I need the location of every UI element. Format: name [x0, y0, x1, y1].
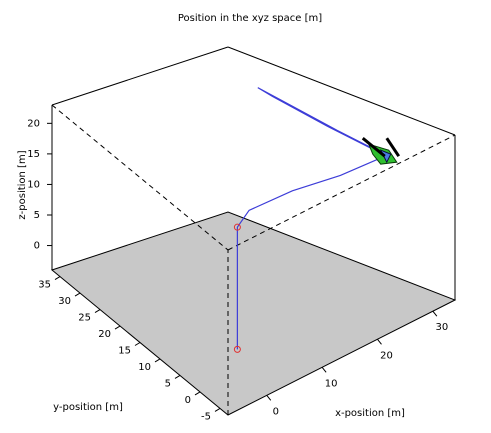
box-edge [51, 104, 229, 251]
z-tick-label: 0 [34, 241, 40, 252]
box-edge [51, 46, 229, 106]
z-tick-label: 5 [34, 210, 40, 221]
y-axis-label: y-position [m] [53, 402, 123, 413]
y-tick-label: -5 [201, 411, 211, 422]
x-tick [321, 367, 327, 373]
y-tick [134, 342, 141, 346]
x-tick-label: 30 [435, 322, 448, 333]
helicopter-rotor [361, 137, 386, 158]
y-tick-label: 0 [185, 395, 191, 406]
y-tick [54, 276, 61, 281]
y-tick [194, 391, 201, 396]
x-tick-label: 0 [273, 406, 279, 417]
x-axis-label: x-position [m] [335, 408, 405, 419]
y-tick [74, 292, 81, 297]
box-edge [227, 134, 456, 251]
x-tick-label: 20 [380, 350, 393, 361]
y-tick-label: 35 [38, 280, 51, 291]
y-tick-label: 20 [98, 329, 111, 340]
y-tick-label: 30 [58, 296, 71, 307]
y-tick-label: 5 [165, 378, 171, 389]
box-edge [227, 46, 456, 136]
y-tick [114, 325, 121, 330]
waypoint [233, 223, 241, 231]
y-tick-label: 10 [138, 362, 151, 373]
floor [50, 211, 457, 416]
x-tick [432, 310, 438, 317]
z-tick-label: 10 [27, 179, 40, 190]
y-tick [174, 375, 181, 379]
y-tick [154, 358, 161, 363]
x-tick [377, 338, 382, 345]
y-tick [214, 407, 221, 412]
x-tick [266, 395, 272, 401]
helicopter-rotor [385, 137, 401, 158]
chart-title: Position in the xyz space [m] [178, 13, 322, 24]
z-tick-label: 15 [27, 149, 40, 160]
x-tick-label: 10 [325, 378, 338, 389]
z-axis-label: z-position [m] [17, 150, 28, 219]
waypoint [233, 345, 241, 353]
y-tick-label: 25 [78, 313, 91, 324]
y-tick-label: 15 [118, 346, 131, 357]
z-tick-label: 20 [27, 118, 40, 129]
y-tick [94, 309, 101, 313]
